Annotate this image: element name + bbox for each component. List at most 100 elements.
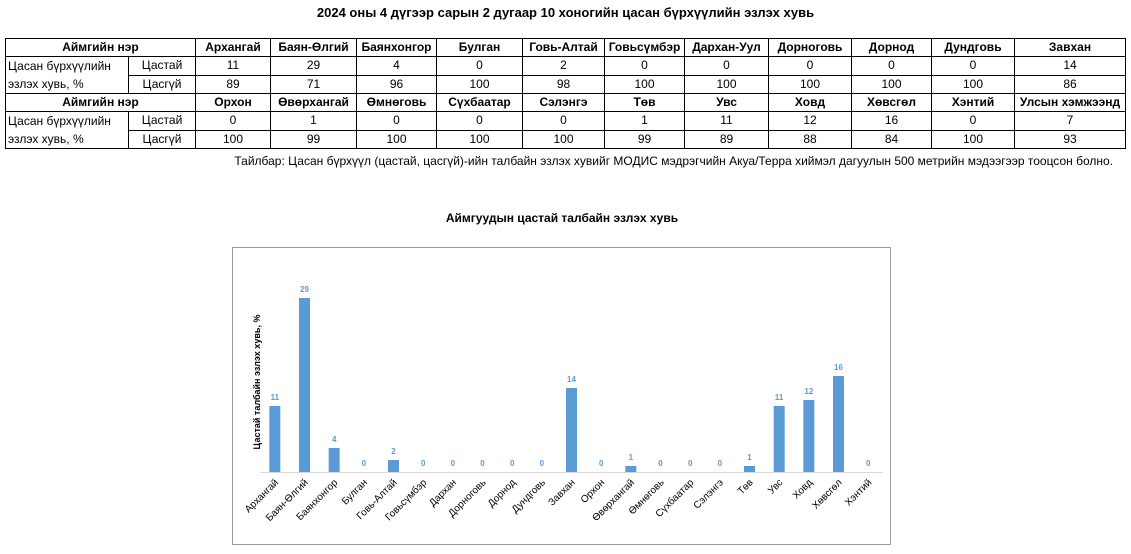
bar xyxy=(566,388,577,472)
table-cell: 100 xyxy=(356,129,437,149)
table-header-cell: Булган xyxy=(436,38,523,57)
x-tick-label: Орхон xyxy=(579,477,607,505)
table-cell: 14 xyxy=(1014,56,1126,76)
data-label: 29 xyxy=(300,285,309,294)
x-tick-label: Завхан xyxy=(547,477,578,508)
table-header-cell: Өмнөговь xyxy=(356,93,437,112)
table-row-nosnow: Цасгүй 89 71 96 100 98 100 100 100 100 100 86 xyxy=(6,74,1126,94)
table-header-cell: Дундговь xyxy=(931,38,1015,57)
data-label: 0 xyxy=(688,459,693,468)
table-header-label: Аймгийн нэр xyxy=(5,93,196,112)
data-label: 0 xyxy=(510,459,515,468)
data-label: 1 xyxy=(629,453,634,462)
table-cell: 100 xyxy=(522,129,605,149)
table-cell: 0 xyxy=(436,111,523,131)
table-cell: 99 xyxy=(604,129,685,149)
table-cell: 96 xyxy=(356,74,437,94)
table-header-cell: Говьсүмбэр xyxy=(604,38,685,57)
table-cell: 7 xyxy=(1014,111,1126,131)
table-header-cell: Хэнтий xyxy=(931,93,1015,112)
table-cell: 88 xyxy=(768,129,852,149)
data-label: 4 xyxy=(332,435,337,444)
table-cell: 0 xyxy=(522,111,605,131)
bar xyxy=(269,406,281,472)
table-cell: 98 xyxy=(522,74,605,94)
data-label: 0 xyxy=(599,459,604,468)
table-row-nosnow: Цасгүй 100 99 100 100 100 99 89 88 84 100 93 xyxy=(6,129,1126,149)
table-header-cell: Завхан xyxy=(1014,38,1126,57)
x-tick-label: Сэлэнгэ xyxy=(692,477,726,511)
table-header-label: Аймгийн нэр xyxy=(5,38,196,57)
table-row-group-label: Цасан бүрхүүлийн эзлэх хувь, % xyxy=(5,56,129,94)
table-row-label-nosnow: Цасгүй xyxy=(128,129,196,149)
table-header-cell: Сэлэнгэ xyxy=(522,93,605,112)
table-row-snow: Цасан бүрхүүлийн эзлэх хувь, % Цастай 11 29… xyxy=(5,56,1126,94)
data-label: 0 xyxy=(658,459,663,468)
table-cell: 0 xyxy=(436,56,523,76)
table-cell: 100 xyxy=(684,74,769,94)
bar xyxy=(773,406,785,472)
table-cell: 0 xyxy=(195,111,271,131)
data-label: 0 xyxy=(421,459,426,468)
table-header-cell: Говь-Алтай xyxy=(522,38,605,57)
table-cell: 16 xyxy=(851,111,932,131)
table-cell: 0 xyxy=(931,56,1015,76)
table-cell: 0 xyxy=(768,56,852,76)
table-cell: 2 xyxy=(522,56,605,76)
table-header-row: Аймгийн нэр Архангай Баян-Өлгий Баянхонгор Б… xyxy=(5,38,1126,57)
table-cell: 0 xyxy=(356,111,437,131)
table-header-row: Аймгийн нэр Орхон Өвөрхангай Өмнөговь Сүхбаа… xyxy=(5,93,1126,112)
x-tick-label: Хэнтий xyxy=(843,477,874,508)
data-label: 0 xyxy=(480,459,485,468)
table-header-cell: Ховд xyxy=(768,93,852,112)
data-label: 11 xyxy=(775,393,784,402)
bar xyxy=(744,466,755,472)
table-cell: 100 xyxy=(931,74,1015,94)
table-cell: 0 xyxy=(851,56,932,76)
bar xyxy=(803,400,815,472)
table-cell: 100 xyxy=(604,74,685,94)
table-cell: 29 xyxy=(270,56,357,76)
table-row-label-snow: Цастай xyxy=(128,56,196,76)
table-cell: 71 xyxy=(270,74,357,94)
data-label: 0 xyxy=(866,459,871,468)
table-header-cell: Орхон xyxy=(195,93,271,112)
table-header-cell: Улсын хэмжээнд xyxy=(1014,93,1126,112)
y-axis-label: Цастай талбайн эзлэх хувь, % xyxy=(252,315,262,450)
table-cell: 4 xyxy=(356,56,437,76)
table-note: Тайлбар: Цасан бүрхүүл (цастай, цасгүй)-… xyxy=(234,154,1113,168)
snow-cover-table: Аймгийн нэр Архангай Баян-Өлгий Баянхонгор Б… xyxy=(5,38,1126,149)
table-header-cell: Баян-Өлгий xyxy=(270,38,357,57)
data-label: 1 xyxy=(747,453,752,462)
bar xyxy=(328,448,340,472)
table-cell: 93 xyxy=(1014,129,1126,149)
table-cell: 1 xyxy=(604,111,685,131)
table-header-cell: Увс xyxy=(684,93,769,112)
table-cell: 86 xyxy=(1014,74,1126,94)
table-header-cell: Сүхбаатар xyxy=(436,93,523,112)
bar xyxy=(388,460,399,472)
table-cell: 0 xyxy=(684,56,769,76)
table-cell: 89 xyxy=(195,74,271,94)
table-header-cell: Дархан-Уул xyxy=(684,38,769,57)
data-label: 11 xyxy=(271,393,280,402)
table-cell: 100 xyxy=(768,74,852,94)
table-row-group-label: Цасан бүрхүүлийн эзлэх хувь, % xyxy=(5,111,129,149)
table-cell: 1 xyxy=(270,111,357,131)
bar xyxy=(833,376,844,472)
x-tick-label: Төв xyxy=(736,477,756,497)
bar-chart: 11Архангай29Баян-Өлгий4Баянхонгор0Булган… xyxy=(243,285,883,524)
table-cell: 84 xyxy=(851,129,932,149)
table-cell: 100 xyxy=(436,129,523,149)
chart-frame xyxy=(232,247,891,545)
table-cell: 0 xyxy=(604,56,685,76)
table-header-cell: Төв xyxy=(604,93,685,112)
bar xyxy=(625,466,637,472)
table-cell: 11 xyxy=(684,111,769,131)
data-label: 2 xyxy=(391,447,396,456)
bar xyxy=(299,298,310,472)
table-row-label-nosnow: Цасгүй xyxy=(128,74,196,94)
x-tick-label: Ховд xyxy=(791,477,815,501)
x-tick-label: Хөвсгөл xyxy=(810,477,844,511)
data-label: 0 xyxy=(540,459,545,468)
